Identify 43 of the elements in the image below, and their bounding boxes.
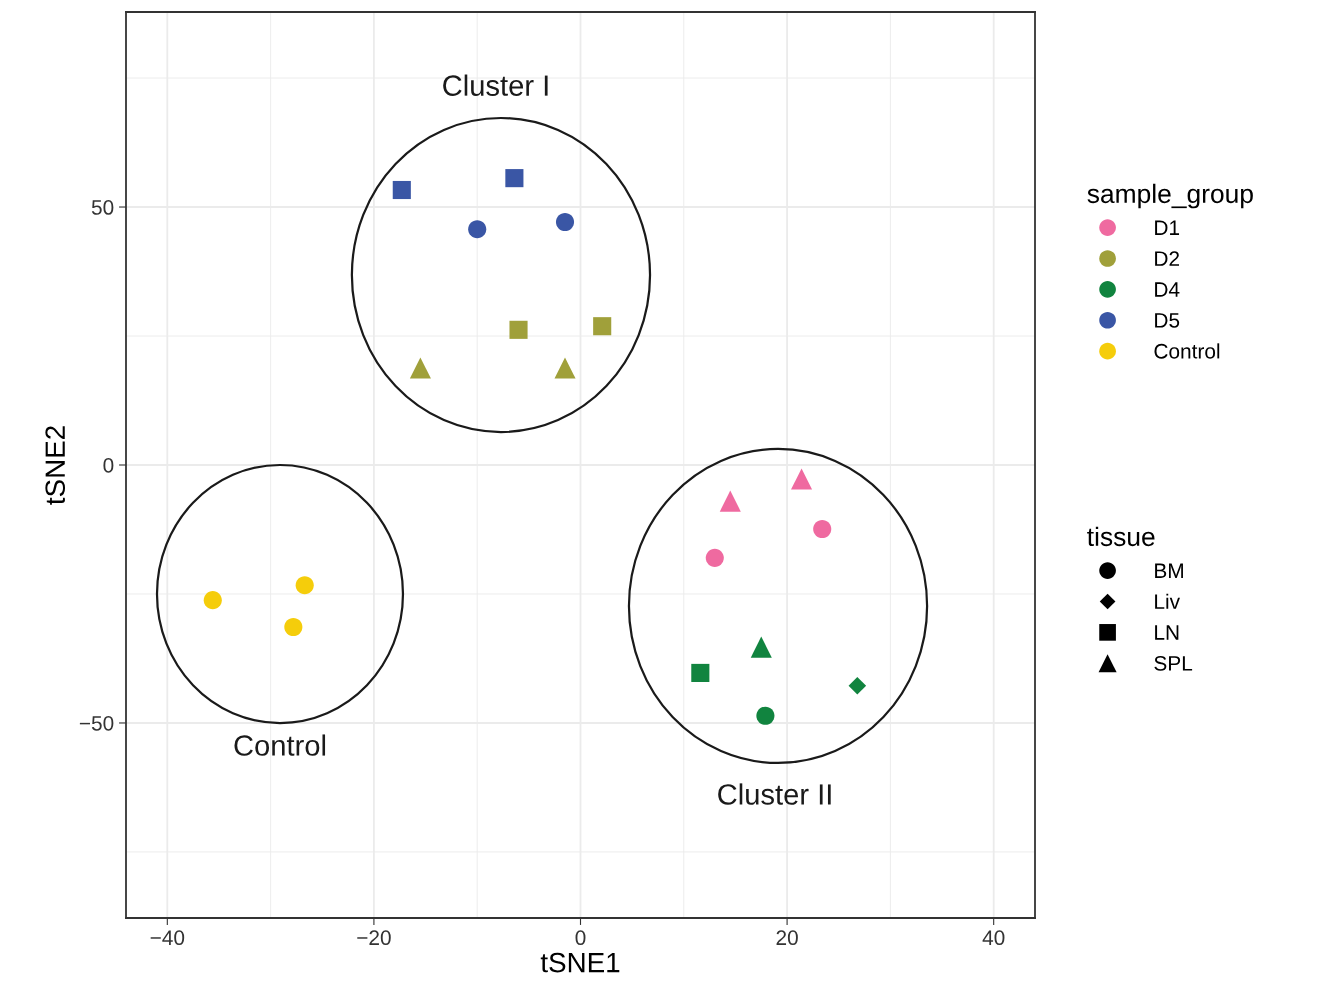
text: LN	[1155, 625, 1179, 640]
point	[284, 617, 303, 637]
point	[509, 320, 528, 339]
text: Liv	[1155, 593, 1180, 609]
x-tick-label: 20	[776, 930, 798, 946]
point	[705, 548, 724, 567]
point	[813, 519, 832, 539]
legend-label: D2	[1155, 251, 1179, 266]
legend-label: D1	[1155, 220, 1180, 235]
x-tick-label: 40	[982, 930, 1005, 946]
point	[791, 468, 813, 490]
text: BM	[1155, 563, 1183, 578]
y-tick-label: 50	[91, 200, 114, 215]
point	[203, 591, 222, 610]
y-axis-title: tSNE2	[45, 426, 66, 505]
point	[756, 706, 775, 725]
point	[468, 220, 487, 239]
point	[554, 357, 576, 379]
point	[593, 317, 612, 336]
x-tick-label: 0	[575, 930, 586, 946]
text: sample_group	[1087, 183, 1253, 209]
annotation: Control	[234, 734, 326, 756]
point	[392, 180, 411, 200]
x-axis-title: tSNE1	[540, 952, 620, 973]
legend-label: D5	[1155, 313, 1180, 328]
y-tick-label: −50	[79, 715, 114, 731]
point	[295, 576, 314, 595]
annotation: Cluster I	[443, 74, 548, 96]
point	[691, 663, 710, 682]
point	[719, 490, 741, 512]
point	[505, 169, 524, 188]
point	[848, 677, 867, 695]
point	[409, 357, 431, 379]
legend-label: Control	[1154, 343, 1220, 359]
annotation: Cluster II	[718, 783, 831, 805]
point	[555, 212, 575, 232]
point	[750, 636, 772, 658]
y-tick-label: 0	[103, 458, 114, 473]
text: tissue	[1087, 526, 1155, 547]
legend-label: D4	[1155, 282, 1180, 297]
x-tick-label: −40	[150, 930, 185, 946]
text: SPL	[1154, 655, 1193, 671]
x-tick-label: −20	[357, 930, 391, 946]
